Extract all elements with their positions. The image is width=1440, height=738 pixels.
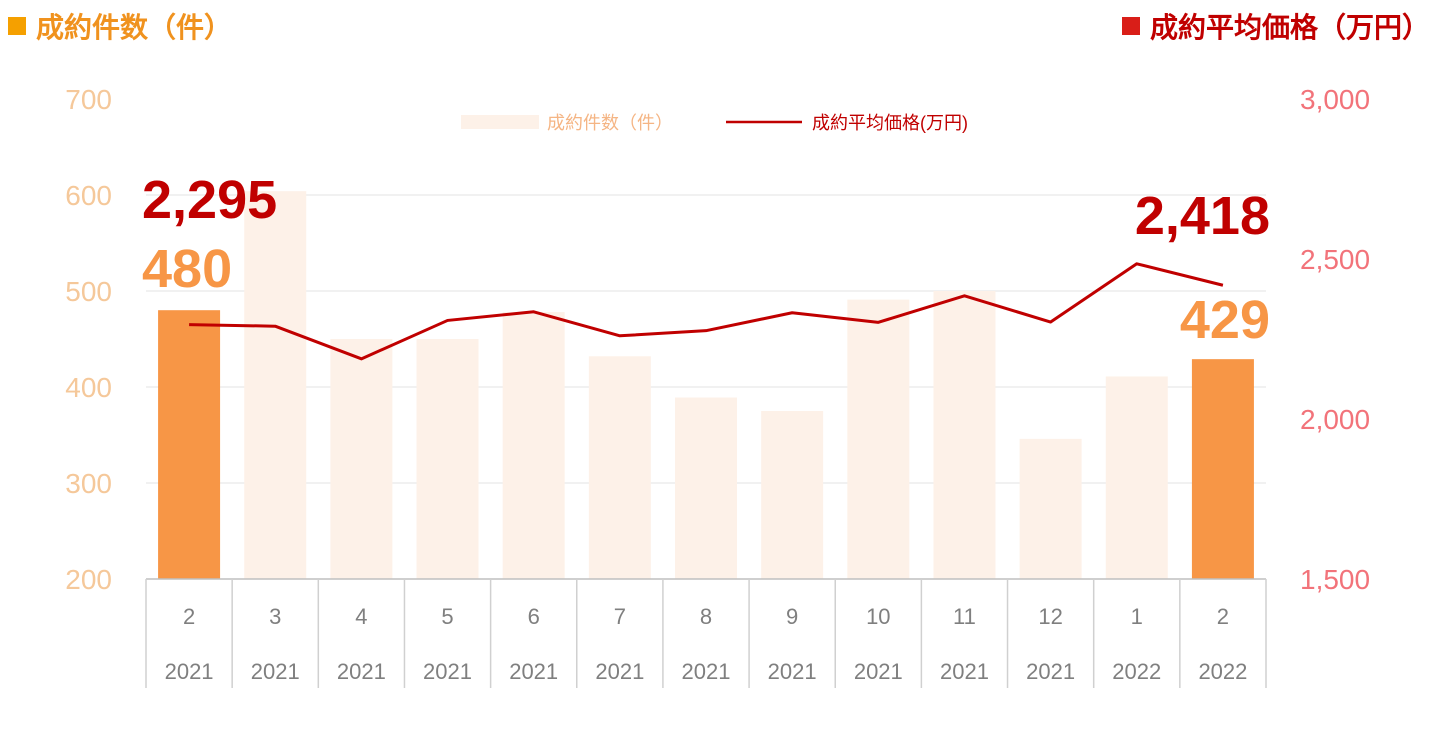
left-tick-label: 200 <box>65 564 112 595</box>
legend: 成約件数（件） 成約平均価格(万円) <box>461 113 968 133</box>
bar-1 <box>158 310 221 579</box>
right-tick-label: 2,500 <box>1300 244 1370 275</box>
annotation-label: 480 <box>142 239 232 299</box>
x-tick-year: 2021 <box>423 659 472 684</box>
left-axis-ticks: 200 300 400 500 600 700 <box>65 84 112 595</box>
x-tick-year: 2021 <box>1026 659 1075 684</box>
right-axis-title-text: 成約平均価格（万円） <box>1149 12 1430 43</box>
x-tick-year: 2021 <box>682 659 731 684</box>
bar-5 <box>502 312 565 579</box>
annotation-label: 429 <box>1180 290 1270 350</box>
x-tick-year: 2022 <box>1198 659 1247 684</box>
legend-line-label: 成約平均価格(万円) <box>812 113 968 133</box>
bar-10 <box>933 291 996 579</box>
bar-7 <box>675 397 737 579</box>
bar-4 <box>416 339 479 579</box>
x-tick-month: 9 <box>786 604 798 629</box>
price-line <box>188 262 1224 361</box>
right-tick-label: 1,500 <box>1300 564 1370 595</box>
right-tick-label: 2,000 <box>1300 404 1370 435</box>
annotations: 2,295 480 2,418 429 <box>142 170 1270 350</box>
bar-6 <box>588 356 651 579</box>
left-axis-title: 成約件数（件） <box>8 6 232 46</box>
left-axis-title-text: 成約件数（件） <box>36 12 233 43</box>
right-axis-ticks: 1,500 2,000 2,500 3,000 <box>1300 84 1370 595</box>
x-tick-month: 2 <box>183 604 195 629</box>
x-tick-month: 1 <box>1131 604 1143 629</box>
x-tick-year: 2021 <box>509 659 558 684</box>
annotation-label: 2,418 <box>1135 186 1270 246</box>
left-tick-label: 600 <box>65 180 112 211</box>
bar-13 <box>1191 359 1254 579</box>
right-axis-title: 成約平均価格（万円） <box>1121 6 1430 46</box>
x-tick-month: 8 <box>700 604 712 629</box>
x-tick-year: 2021 <box>595 659 644 684</box>
left-tick-label: 500 <box>65 276 112 307</box>
left-tick-label: 400 <box>65 372 112 403</box>
bar-11 <box>1019 438 1082 579</box>
x-axis: 2 2021 3 2021 4 2021 5 2021 6 2021 7 2021 8 2021 9 2021… <box>145 578 1267 688</box>
x-tick-year: 2021 <box>940 659 989 684</box>
bars <box>158 191 1254 579</box>
bar-8 <box>761 411 824 579</box>
x-tick-year: 2021 <box>768 659 817 684</box>
x-tick-year: 2021 <box>165 659 214 684</box>
x-tick-year: 2021 <box>337 659 386 684</box>
x-tick-month: 3 <box>269 604 281 629</box>
x-tick-year: 2022 <box>1112 659 1161 684</box>
x-tick-year: 2021 <box>251 659 300 684</box>
legend-bar-label: 成約件数（件） <box>547 113 673 133</box>
bar-9 <box>847 299 910 579</box>
red-square-icon <box>1121 17 1140 35</box>
bar-12 <box>1105 376 1168 579</box>
x-tick-year: 2021 <box>854 659 903 684</box>
annotation-label: 2,295 <box>142 170 277 230</box>
legend-bar-swatch <box>461 115 539 129</box>
left-tick-label: 700 <box>65 84 112 115</box>
x-tick-month: 2 <box>1217 604 1229 629</box>
left-tick-label: 300 <box>65 468 112 499</box>
orange-square-icon <box>8 17 26 35</box>
x-tick-month: 7 <box>614 604 626 629</box>
x-tick-month: 11 <box>953 604 976 629</box>
x-tick-month: 12 <box>1038 604 1062 629</box>
bar-2 <box>244 191 307 579</box>
x-tick-month: 4 <box>355 604 367 629</box>
x-tick-month: 6 <box>528 604 540 629</box>
x-tick-month: 5 <box>441 604 453 629</box>
right-tick-label: 3,000 <box>1300 84 1370 115</box>
bar-3 <box>330 339 393 579</box>
x-tick-month: 10 <box>866 604 890 629</box>
